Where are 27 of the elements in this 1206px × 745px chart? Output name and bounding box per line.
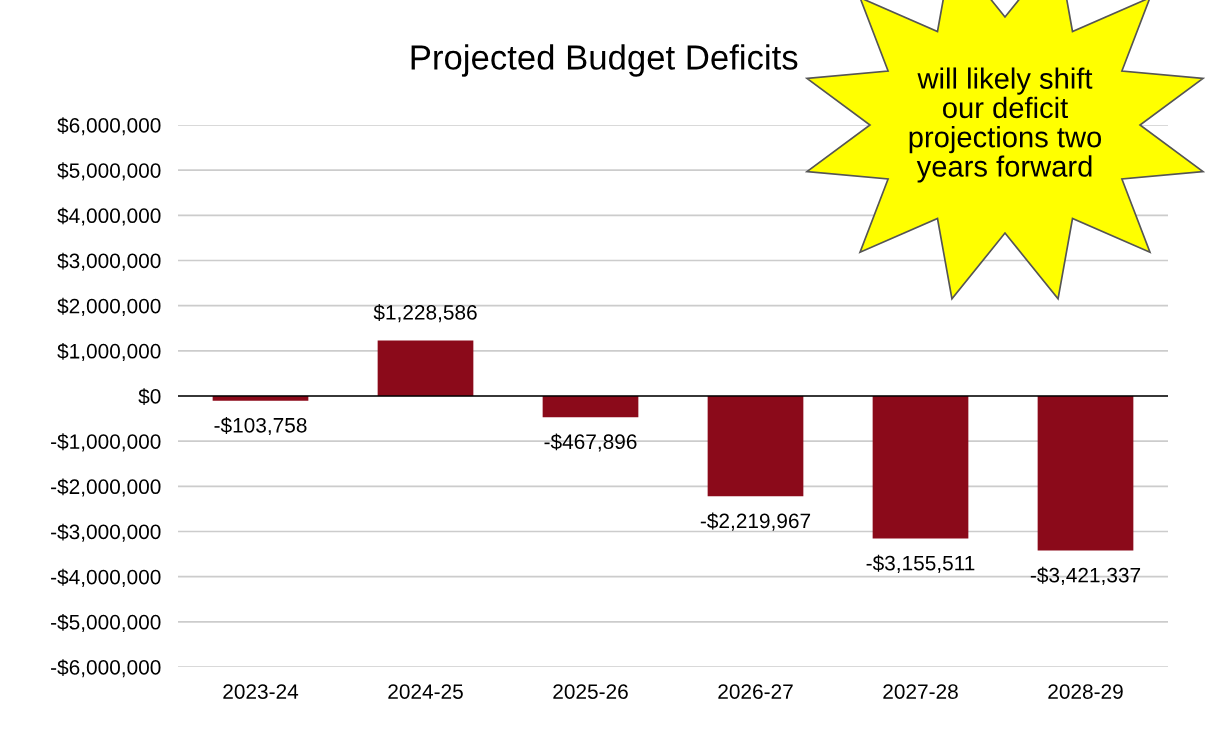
y-tick-label: $6,000,000	[57, 117, 161, 136]
y-tick-label: $2,000,000	[57, 297, 161, 316]
x-tick-label: 2026-27	[718, 684, 793, 699]
data-label: -$2,219,967	[700, 512, 811, 531]
y-tick-label: -$4,000,000	[51, 568, 161, 587]
y-tick-label: -$2,000,000	[51, 478, 161, 497]
y-tick-label: -$5,000,000	[51, 613, 161, 633]
chart-title: Projected Budget Deficits	[411, 44, 798, 77]
y-tick-label: $3,000,000	[57, 252, 161, 271]
y-tick-label: $4,000,000	[57, 207, 161, 226]
x-tick-label: 2023-24	[223, 684, 299, 699]
data-label: -$467,896	[544, 433, 637, 452]
y-tick-label: -$1,000,000	[51, 433, 161, 452]
data-label: -$103,758	[214, 417, 307, 436]
y-tick-label: $0	[138, 388, 161, 405]
x-tick-label: 2025-26	[553, 684, 628, 699]
y-tick-label: -$6,000,000	[51, 659, 161, 678]
annotation: will likely shift our deficit projections two years forward	[909, 67, 1102, 183]
y-tick-label: $1,000,000	[57, 342, 161, 362]
data-label: -$3,155,511	[866, 554, 975, 573]
x-tick-label: 2028-29	[1048, 684, 1123, 699]
x-tick-label: 2024-25	[388, 684, 463, 699]
data-label: $1,228,586	[373, 304, 477, 323]
y-tick-label: -$3,000,000	[51, 523, 161, 542]
x-tick-label: 2027-28	[883, 684, 958, 699]
y-tick-label: $5,000,000	[57, 162, 161, 181]
data-label: -$3,421,337	[1030, 566, 1141, 585]
